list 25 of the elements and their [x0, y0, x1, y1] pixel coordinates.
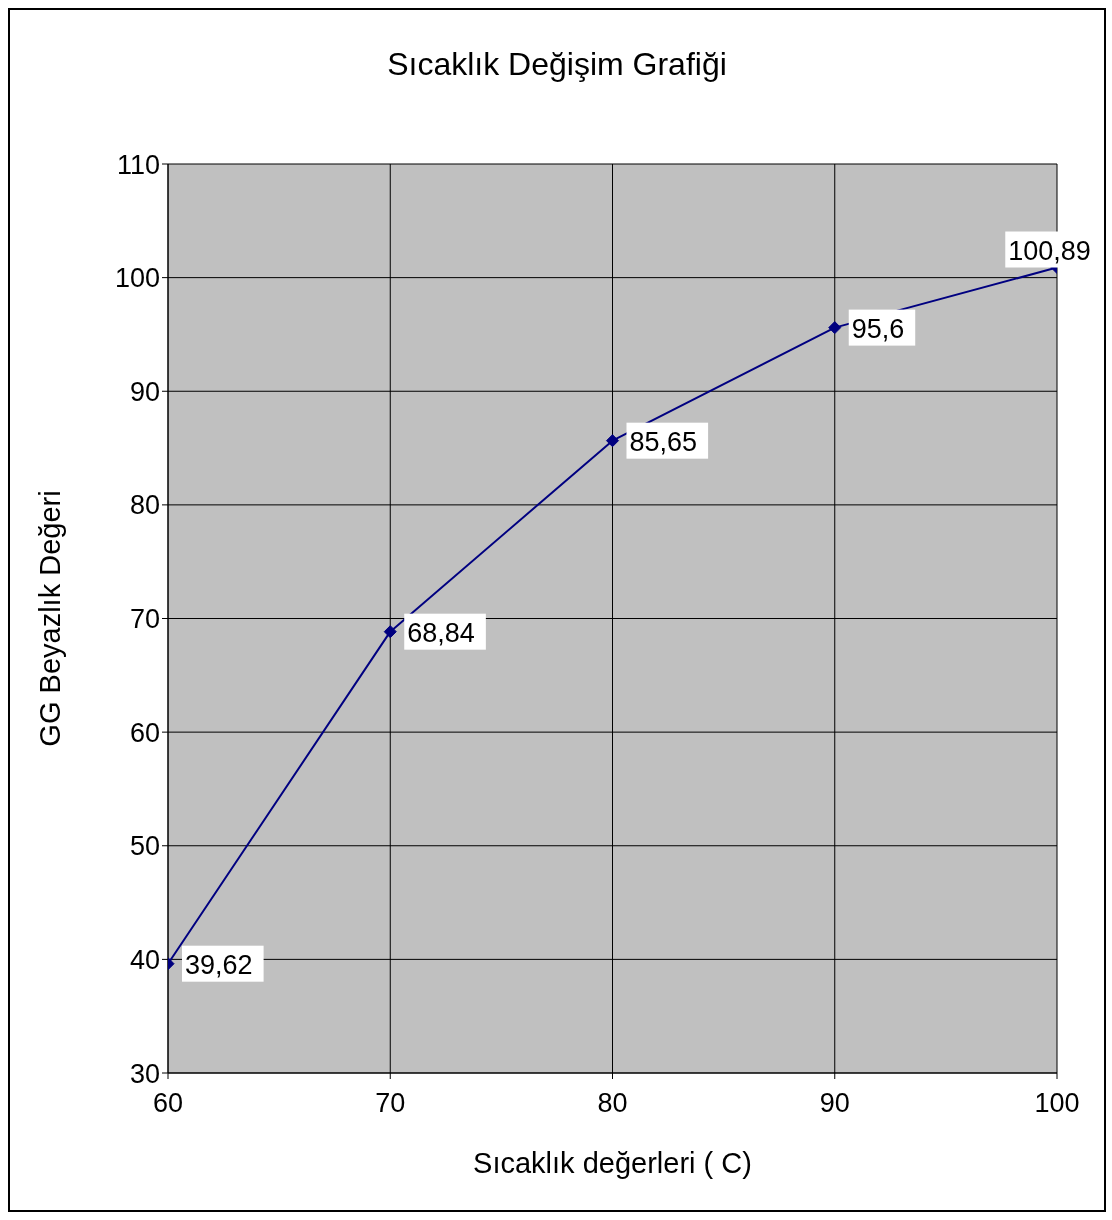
x-tick-label: 60: [152, 1088, 184, 1119]
data-label: 39,62: [185, 949, 253, 980]
x-axis-title: Sıcaklık değerleri ( C): [473, 1147, 752, 1179]
data-label: 85,65: [629, 426, 698, 457]
y-tick-label: 100: [114, 263, 160, 294]
y-tick-label: 80: [129, 490, 160, 521]
x-tick-label: 90: [819, 1088, 850, 1119]
y-tick-label: 40: [129, 944, 160, 975]
point: [606, 434, 619, 448]
x-tick-label: 70: [375, 1088, 406, 1119]
chart-title: Sıcaklık Değişim Grafiği: [386, 46, 728, 83]
x-tick-label: 100: [1034, 1088, 1080, 1119]
data-label: 100,89: [1008, 235, 1091, 266]
y-tick-label: 50: [129, 831, 160, 862]
point: [828, 321, 842, 335]
y-tick-label: 30: [129, 1058, 160, 1089]
x-tick-label: 80: [597, 1088, 628, 1119]
data-label: 95,6: [851, 313, 905, 344]
y-tick-label: 60: [129, 717, 160, 748]
y-tick-label: 70: [129, 604, 160, 635]
y-tick-label: 110: [116, 149, 160, 180]
y-tick-label: 90: [129, 376, 160, 407]
point: [383, 625, 397, 639]
data-label: 68,84: [407, 617, 475, 648]
y-axis-title: GG Beyazlık Değeri: [34, 490, 67, 747]
